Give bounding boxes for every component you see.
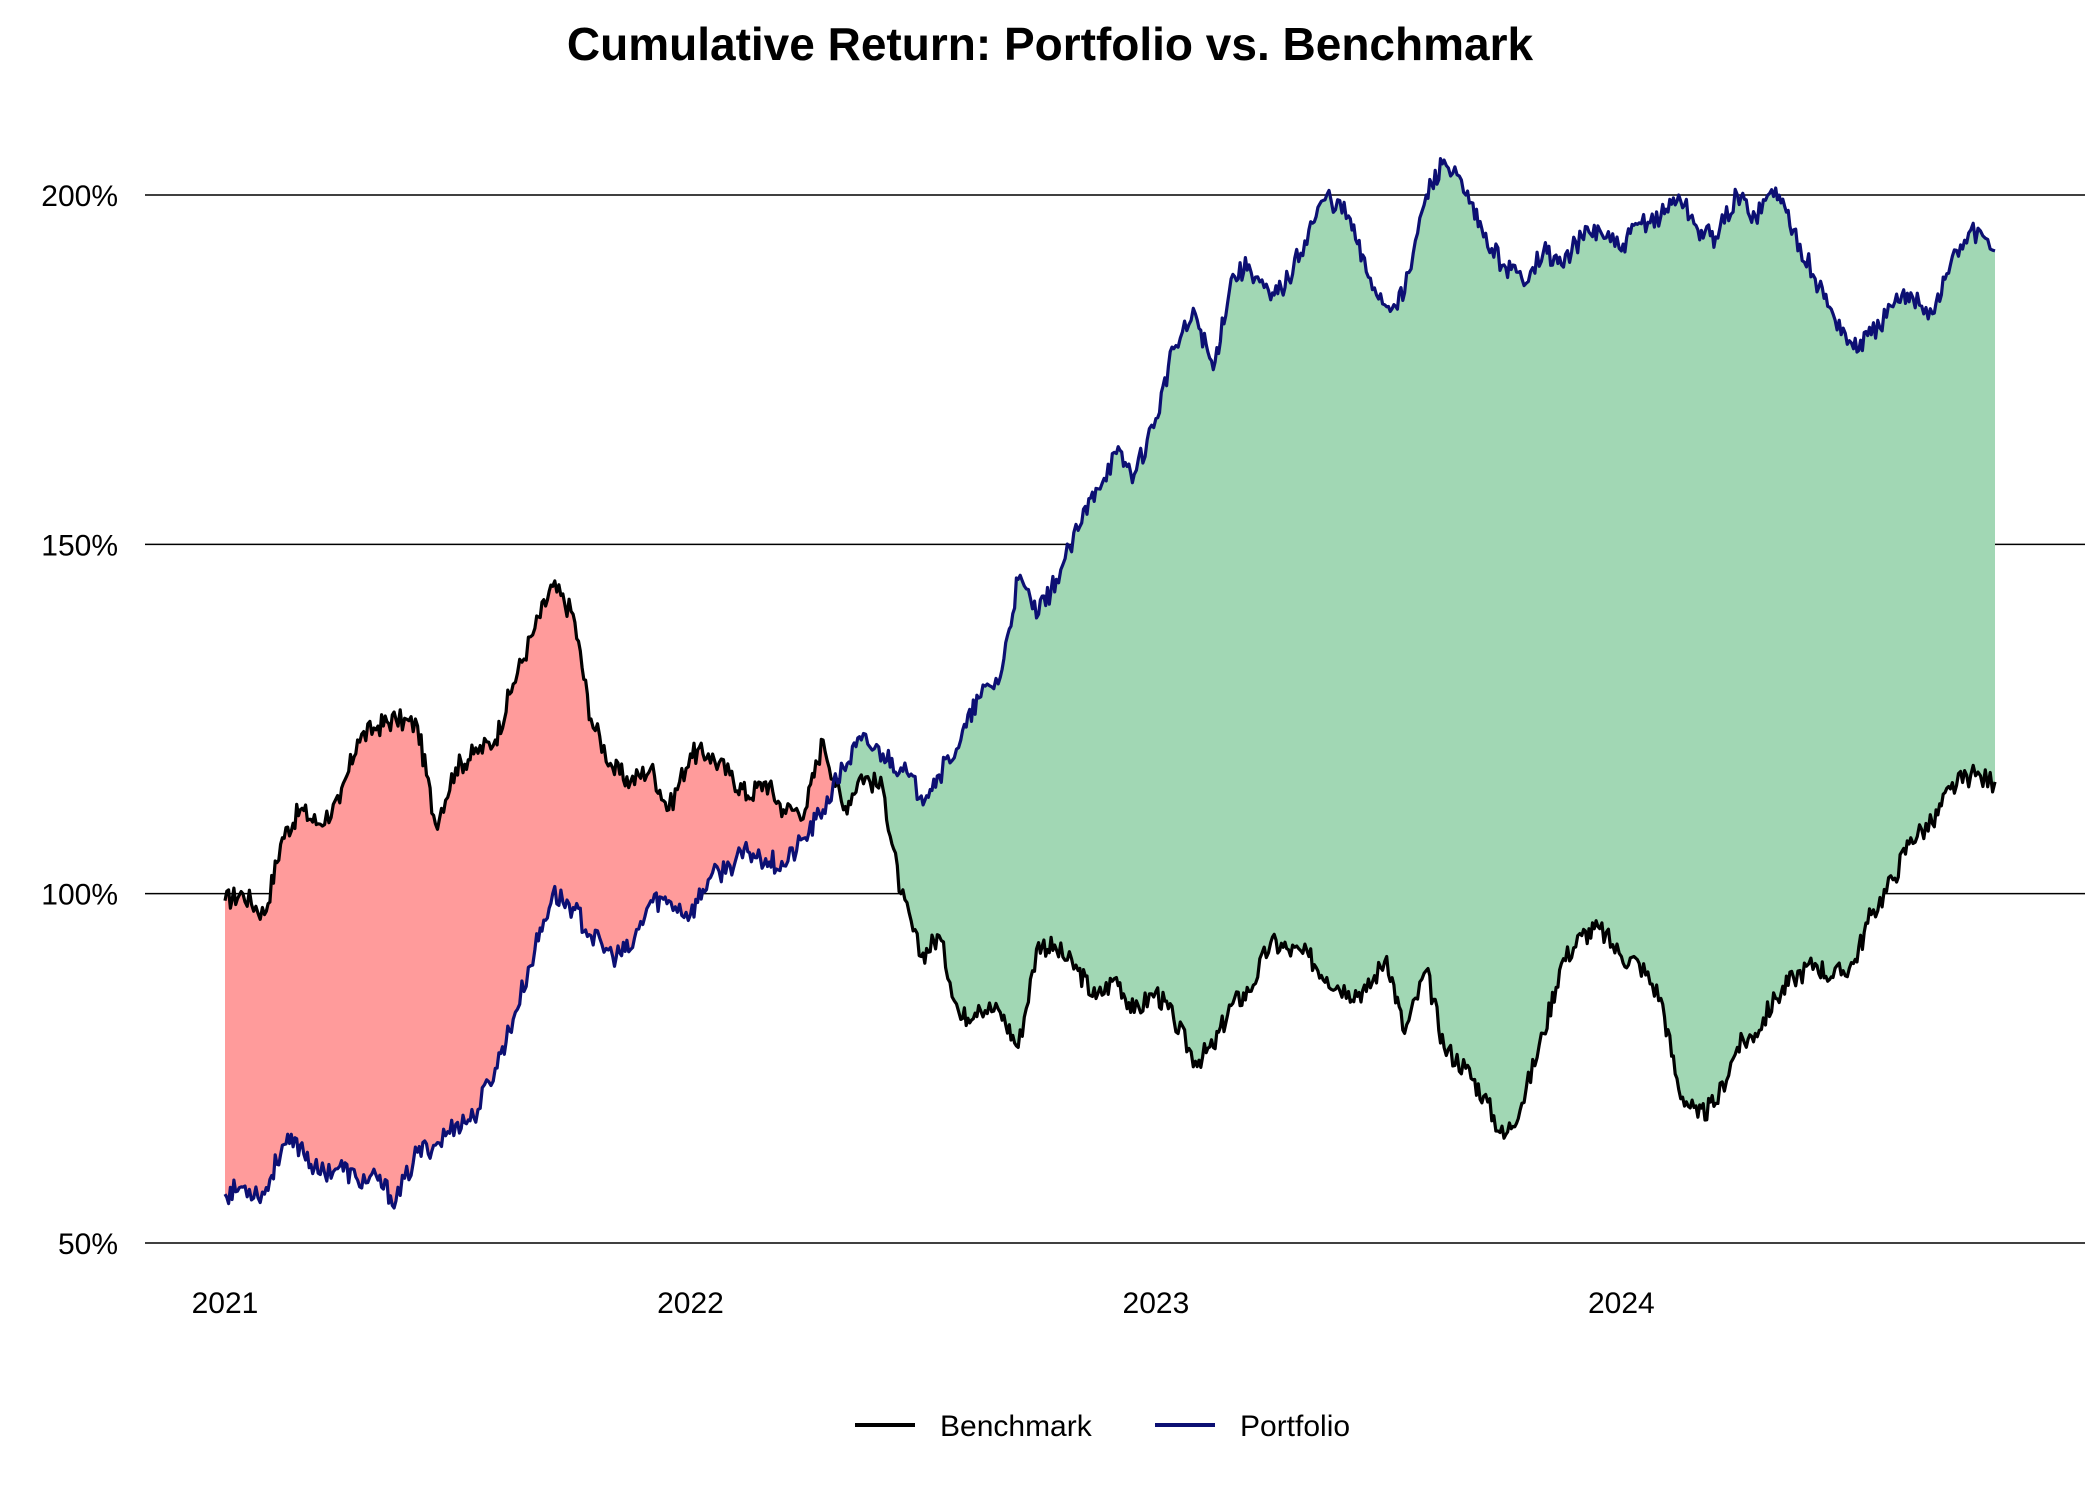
series-line-benchmark (223, 579, 1997, 1140)
y-tick-label-150: 150% (41, 529, 118, 562)
fill-portfolio-above (838, 158, 1995, 1139)
x-axis-ticks: 2021 2022 2023 2024 (192, 1287, 1655, 1320)
fill-benchmark-above (225, 580, 834, 1208)
x-tick-label-2022: 2022 (657, 1287, 724, 1320)
legend-label-benchmark: Benchmark (940, 1410, 1093, 1443)
series-lines (223, 157, 1997, 1210)
x-tick-label-2023: 2023 (1123, 1287, 1190, 1320)
y-tick-label-100: 100% (41, 879, 118, 912)
x-tick-label-2021: 2021 (192, 1287, 259, 1320)
y-tick-label-200: 200% (41, 180, 118, 213)
y-tick-label-50: 50% (58, 1228, 118, 1261)
legend: Benchmark Portfolio (855, 1410, 1350, 1443)
x-tick-label-2024: 2024 (1588, 1287, 1655, 1320)
chart-title: Cumulative Return: Portfolio vs. Benchma… (567, 18, 1534, 70)
area-fills (225, 158, 1995, 1208)
y-axis-ticks: 50% 100% 150% 200% (41, 180, 118, 1261)
series-line-portfolio (223, 157, 1996, 1210)
legend-label-portfolio: Portfolio (1240, 1410, 1350, 1443)
